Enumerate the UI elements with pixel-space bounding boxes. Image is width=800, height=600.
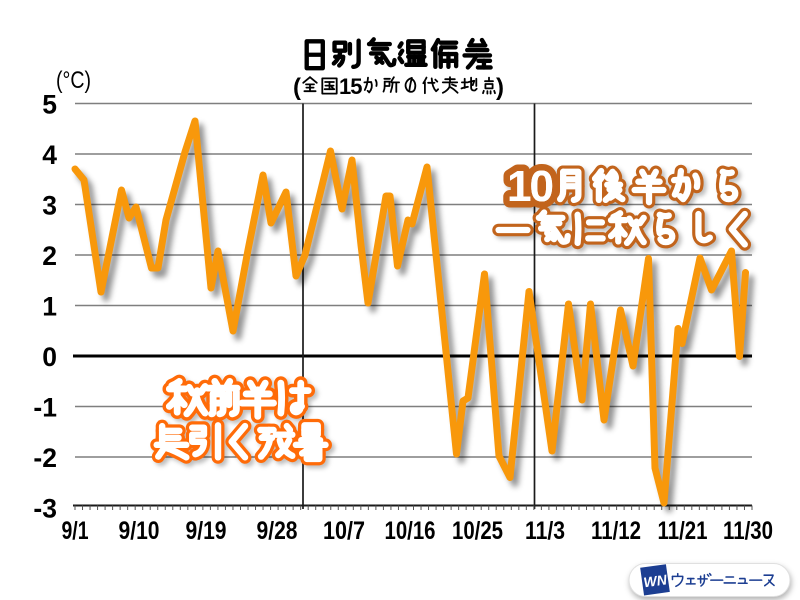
svg-text:5: 5 bbox=[42, 90, 57, 120]
svg-text:2: 2 bbox=[42, 241, 57, 271]
svg-text:(°C): (°C) bbox=[56, 67, 91, 94]
svg-text:10/7: 10/7 bbox=[323, 517, 365, 545]
svg-text:-1: -1 bbox=[33, 393, 57, 423]
svg-text:(: ( bbox=[293, 74, 301, 101]
svg-text:3: 3 bbox=[42, 191, 57, 221]
svg-text:10: 10 bbox=[507, 162, 552, 211]
svg-text:11/30: 11/30 bbox=[723, 517, 773, 545]
svg-text:-3: -3 bbox=[33, 494, 57, 524]
svg-text:9/19: 9/19 bbox=[186, 517, 227, 545]
svg-text:11/12: 11/12 bbox=[591, 517, 641, 545]
svg-text:9/28: 9/28 bbox=[257, 517, 298, 545]
svg-text:WN: WN bbox=[642, 571, 668, 590]
svg-text:10/25: 10/25 bbox=[452, 517, 503, 545]
svg-text:4: 4 bbox=[42, 140, 57, 170]
svg-text:11/3: 11/3 bbox=[525, 517, 565, 545]
svg-text:11/21: 11/21 bbox=[658, 517, 708, 545]
svg-text:-2: -2 bbox=[33, 443, 57, 473]
svg-text:15: 15 bbox=[339, 74, 362, 99]
svg-text:10/16: 10/16 bbox=[385, 517, 436, 545]
svg-text:1: 1 bbox=[42, 292, 57, 322]
svg-text:10: 10 bbox=[507, 162, 552, 211]
svg-text:0: 0 bbox=[42, 342, 57, 372]
svg-text:9/10: 9/10 bbox=[119, 517, 160, 545]
svg-text:9/1: 9/1 bbox=[62, 517, 89, 545]
svg-text:): ) bbox=[496, 74, 504, 101]
